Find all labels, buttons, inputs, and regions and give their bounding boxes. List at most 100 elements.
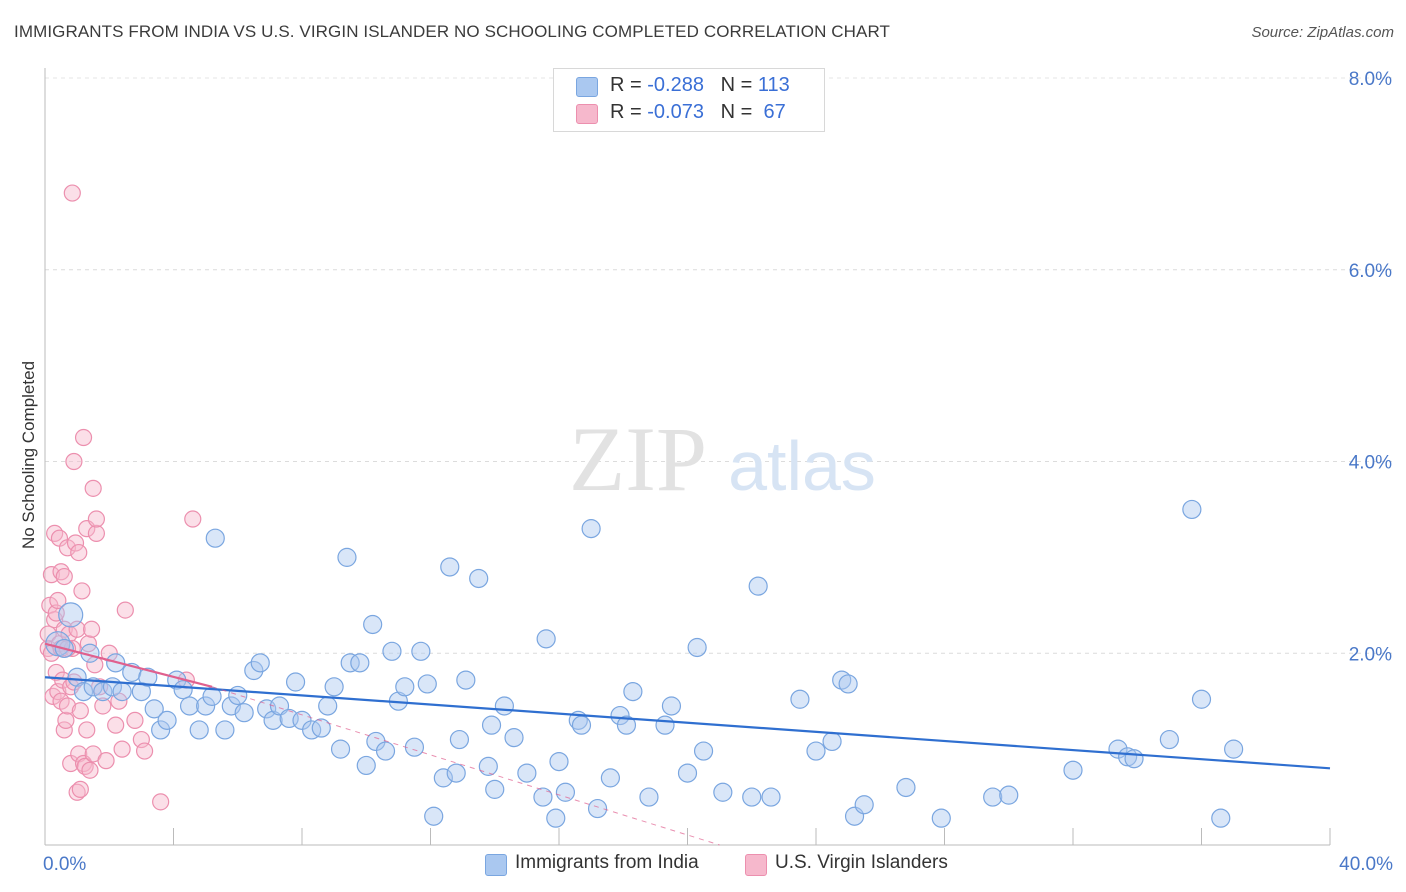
data-point-blue: [1224, 739, 1244, 759]
trend-lines: [44, 642, 1331, 846]
data-point-blue: [449, 729, 470, 750]
data-point-blue: [395, 677, 415, 697]
data-point-pink: [70, 543, 88, 562]
data-point-blue: [228, 685, 248, 706]
data-point-blue: [375, 741, 396, 761]
legend-n-value: 113: [757, 74, 790, 96]
data-point-blue: [73, 681, 94, 702]
data-point-blue: [446, 763, 466, 783]
data-point-blue: [517, 763, 537, 783]
y-tick-label: 2.0%: [1349, 644, 1392, 665]
data-point-blue: [693, 741, 714, 761]
axes: [44, 68, 1331, 846]
data-point-blue: [67, 667, 87, 687]
data-point-pink: [87, 524, 106, 543]
series-legend: Immigrants from India U.S. Virgin Island…: [0, 852, 1406, 878]
data-point-blue: [742, 787, 762, 807]
series-swatch-pink: [745, 854, 767, 876]
data-point-pink: [55, 620, 73, 638]
data-point-blue: [931, 808, 951, 828]
data-point-blue: [433, 768, 453, 788]
data-point-blue: [318, 696, 338, 716]
data-point-blue: [250, 653, 270, 673]
chart-title: IMMIGRANTS FROM INDIA VS U.S. VIRGIN ISL…: [14, 22, 891, 41]
data-point-blue: [340, 653, 360, 673]
data-point-pink: [87, 510, 106, 528]
data-point-blue: [504, 728, 524, 748]
data-point-blue: [440, 557, 460, 577]
data-point-blue: [494, 696, 514, 716]
x-tick-label: 40.0%: [1339, 854, 1393, 875]
data-point-blue: [302, 720, 322, 740]
data-point-pink: [71, 702, 89, 720]
data-point-pink: [68, 620, 86, 638]
data-point-blue: [854, 795, 874, 815]
legend-swatch-blue: [576, 77, 598, 97]
gridlines: [45, 77, 1392, 654]
legend-n-value: 67: [757, 101, 786, 123]
data-point-blue: [1211, 808, 1231, 828]
data-point-blue: [610, 705, 630, 726]
data-point-blue: [324, 677, 344, 697]
data-point-blue: [623, 681, 643, 702]
data-point-blue: [1191, 689, 1212, 709]
data-point-blue: [1182, 499, 1202, 520]
data-point-pink: [78, 721, 96, 739]
data-point-blue: [138, 667, 158, 687]
trend-line-pink: [44, 642, 213, 688]
data-point-blue: [822, 731, 842, 752]
watermark-zip: ZIP: [569, 408, 707, 510]
data-point-blue: [806, 741, 826, 761]
data-point-blue: [337, 547, 357, 567]
data-point-pink: [68, 783, 86, 801]
data-point-blue: [677, 763, 698, 783]
data-point-pink: [44, 687, 62, 705]
data-point-blue: [93, 681, 113, 702]
data-point-blue: [356, 755, 376, 776]
y-axis-label: No Schooling Completed: [19, 361, 38, 549]
blue-series-points: [45, 499, 1244, 828]
data-point-blue: [350, 653, 370, 673]
data-point-blue: [202, 686, 222, 706]
trend-line-blue: [44, 676, 1331, 770]
data-point-pink: [84, 479, 102, 497]
pink-series-points: [39, 184, 202, 811]
data-point-blue: [366, 731, 386, 752]
data-point-blue: [205, 528, 225, 548]
data-point-blue: [173, 680, 193, 700]
data-point-blue: [144, 699, 164, 719]
data-point-blue: [587, 798, 608, 819]
data-point-blue: [363, 614, 383, 635]
data-point-blue: [83, 677, 103, 697]
data-point-pink: [55, 567, 73, 586]
data-point-blue: [189, 720, 209, 740]
data-point-blue: [485, 779, 505, 799]
data-point-blue: [655, 715, 675, 735]
data-point-pink: [81, 761, 99, 779]
data-point-pink: [58, 539, 77, 557]
data-point-pink: [113, 740, 131, 758]
data-point-blue: [417, 674, 437, 694]
source-label: Source: ZipAtlas.com: [1251, 24, 1394, 41]
data-point-blue: [151, 720, 171, 740]
data-point-blue: [600, 768, 621, 788]
data-point-blue: [157, 710, 177, 730]
data-point-pink: [71, 780, 89, 798]
data-point-pink: [126, 711, 144, 729]
data-point-blue: [424, 806, 444, 826]
data-point-blue: [285, 672, 306, 692]
legend-r-value: -0.073: [647, 101, 704, 123]
data-point-pink: [52, 563, 70, 581]
data-point-pink: [94, 697, 112, 715]
data-point-blue: [616, 715, 637, 735]
y-tick-label: 8.0%: [1349, 69, 1392, 90]
data-point-blue: [1124, 749, 1144, 769]
legend-r-label: R =: [610, 74, 648, 96]
data-point-blue: [546, 808, 566, 828]
data-point-pink: [82, 620, 101, 638]
legend-r-value: -0.288: [647, 74, 704, 96]
data-point-blue: [555, 782, 576, 802]
legend-n-label: N =: [720, 101, 758, 123]
data-point-pink: [107, 716, 125, 734]
data-point-blue: [234, 703, 254, 723]
